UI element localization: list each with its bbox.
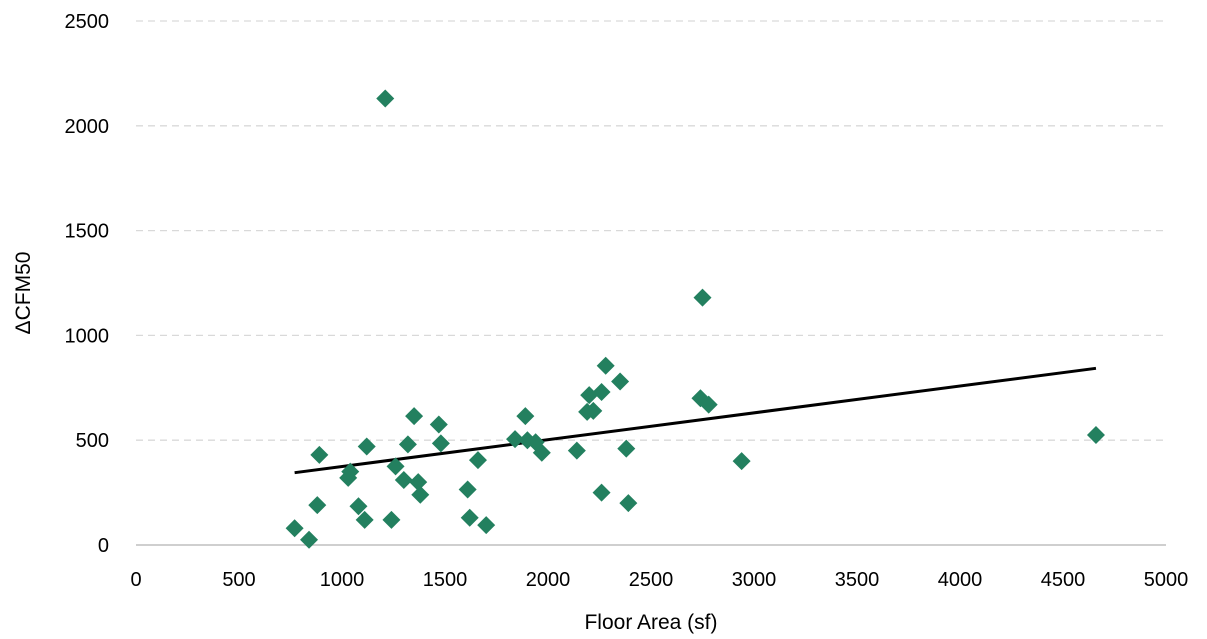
data-point bbox=[458, 480, 477, 499]
y-tick-label: 1500 bbox=[65, 221, 110, 243]
data-point bbox=[310, 445, 329, 464]
data-point bbox=[584, 401, 603, 420]
data-point bbox=[431, 434, 450, 453]
data-point bbox=[592, 382, 611, 401]
data-point bbox=[409, 473, 428, 492]
y-tick-label: 2500 bbox=[65, 11, 110, 33]
data-point bbox=[382, 510, 401, 529]
data-points bbox=[285, 89, 1105, 549]
data-point bbox=[308, 496, 327, 515]
data-point bbox=[300, 530, 319, 549]
data-point bbox=[506, 430, 525, 449]
data-point bbox=[376, 89, 395, 108]
data-point bbox=[468, 451, 487, 470]
y-axis-title: ΔCFM50 bbox=[12, 252, 35, 335]
data-point bbox=[611, 372, 630, 391]
data-point bbox=[592, 483, 611, 502]
data-point bbox=[617, 439, 636, 458]
data-point bbox=[386, 457, 405, 476]
data-point bbox=[341, 462, 360, 481]
data-point bbox=[357, 437, 376, 456]
data-point bbox=[580, 386, 599, 405]
x-tick-label: 3500 bbox=[835, 569, 880, 591]
trendline bbox=[294, 366, 1097, 475]
x-tick-label: 4500 bbox=[1041, 569, 1086, 591]
data-point bbox=[285, 519, 304, 538]
x-tick-label: 500 bbox=[222, 569, 255, 591]
data-point bbox=[349, 497, 368, 516]
x-axis-title: Floor Area (sf) bbox=[584, 611, 717, 634]
data-point bbox=[429, 415, 448, 434]
x-tick-label: 1000 bbox=[320, 569, 365, 591]
y-tick-label: 1000 bbox=[65, 325, 110, 347]
data-point bbox=[699, 395, 718, 414]
data-point bbox=[516, 407, 535, 426]
data-point bbox=[732, 452, 751, 471]
data-point bbox=[596, 356, 615, 375]
y-tick-label: 2000 bbox=[65, 116, 110, 138]
gridlines bbox=[136, 20, 1166, 441]
data-point bbox=[411, 485, 430, 504]
x-tick-label: 2500 bbox=[629, 569, 674, 591]
tick-labels: 0 500 1000 1500 2000 2500 0 500 1000 1500 2000 2500… bbox=[65, 11, 1189, 591]
data-point bbox=[405, 407, 424, 426]
data-point bbox=[567, 441, 586, 460]
data-point bbox=[398, 435, 417, 454]
data-point bbox=[355, 510, 374, 529]
x-tick-label: 4000 bbox=[938, 569, 983, 591]
y-tick-label: 500 bbox=[76, 430, 109, 452]
x-tick-label: 1500 bbox=[423, 569, 468, 591]
data-point bbox=[1086, 425, 1105, 444]
data-point bbox=[532, 443, 551, 462]
x-tick-label: 5000 bbox=[1144, 569, 1189, 591]
data-point bbox=[619, 494, 638, 513]
x-tick-label: 2000 bbox=[526, 569, 571, 591]
data-point bbox=[460, 508, 479, 527]
data-point bbox=[394, 471, 413, 490]
data-point bbox=[693, 288, 712, 307]
x-tick-label: 3000 bbox=[732, 569, 777, 591]
y-tick-label: 0 bbox=[98, 535, 109, 557]
trendline-group bbox=[294, 366, 1097, 475]
data-point bbox=[477, 516, 496, 535]
x-tick-label: 0 bbox=[130, 569, 141, 591]
